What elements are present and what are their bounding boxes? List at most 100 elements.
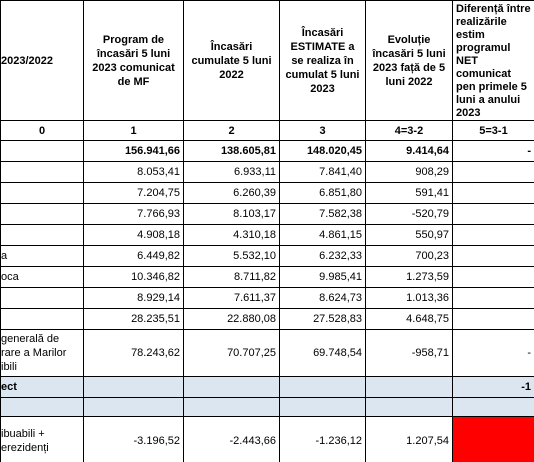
- value-cell: 6.851,80: [279, 182, 366, 204]
- value-cell: 22.880,08: [183, 308, 280, 330]
- value-cell: 4.648,75: [365, 308, 453, 330]
- value-cell: 1.013,36: [365, 287, 453, 309]
- value-cell: 138.605,81: [183, 140, 280, 162]
- table-row: 28.235,51 22.880,08 27.528,83 4.648,75: [0, 308, 534, 330]
- table-row: oca 10.346,82 8.711,82 9.985,41 1.273,59: [0, 266, 534, 288]
- value-cell: 4.861,15: [279, 224, 366, 246]
- value-cell: 7.204,75: [83, 182, 184, 204]
- value-cell: 1.207,54: [365, 416, 453, 462]
- value-cell: 148.020,45: [279, 140, 366, 162]
- value-cell: [452, 308, 534, 330]
- table-row: 8.053,41 6.933,11 7.841,40 908,29: [0, 161, 534, 183]
- value-cell: [452, 245, 534, 267]
- value-cell: 8.624,73: [279, 287, 366, 309]
- value-cell: [83, 376, 184, 398]
- row-label: [0, 224, 84, 246]
- header-cell: Încasări ESTIMATE a se realiza în cumula…: [279, 0, 366, 121]
- value-cell: 78.243,62: [83, 329, 184, 377]
- value-cell: 7.841,40: [279, 161, 366, 183]
- value-cell: 6.232,33: [279, 245, 366, 267]
- row-label: [0, 140, 84, 162]
- value-cell: -2.443,66: [183, 416, 280, 462]
- value-cell: 28.235,51: [83, 308, 184, 330]
- value-cell: 8.053,41: [83, 161, 184, 183]
- value-cell: 27.528,83: [279, 308, 366, 330]
- index-cell: 0: [0, 120, 84, 141]
- value-cell: [452, 397, 534, 417]
- row-label: ect: [0, 376, 84, 398]
- value-cell: [452, 287, 534, 309]
- value-cell: [452, 416, 534, 462]
- header-cell: Evoluție încasări 5 luni 2023 față de 5 …: [365, 0, 453, 121]
- table-row: 7.204,75 6.260,39 6.851,80 591,41: [0, 182, 534, 204]
- value-cell: 4.908,18: [83, 224, 184, 246]
- index-cell: 1: [83, 120, 184, 141]
- value-cell: 69.748,54: [279, 329, 366, 377]
- value-cell: 7.766,93: [83, 203, 184, 225]
- value-cell: [183, 376, 280, 398]
- table-row: [0, 397, 534, 417]
- row-label: generală de rare a Marilor ibili: [0, 329, 84, 377]
- value-cell: [452, 224, 534, 246]
- value-cell: -3.196,52: [83, 416, 184, 462]
- row-label: [0, 287, 84, 309]
- index-cell: 2: [183, 120, 280, 141]
- row-label: [0, 308, 84, 330]
- value-cell: 8.711,82: [183, 266, 280, 288]
- table-row: 7.766,93 8.103,17 7.582,38 -520,79: [0, 203, 534, 225]
- table-row: ect -1: [0, 376, 534, 398]
- value-cell: [279, 376, 366, 398]
- value-cell: [452, 182, 534, 204]
- header-cell: 2023/2022: [0, 0, 84, 121]
- index-cell: 3: [279, 120, 366, 141]
- index-cell: 4=3-2: [365, 120, 453, 141]
- header-cell: Diferență între realizările estim progra…: [452, 0, 534, 121]
- row-label: [0, 203, 84, 225]
- value-cell: 591,41: [365, 182, 453, 204]
- value-cell: [183, 397, 280, 417]
- value-cell: 9.414,64: [365, 140, 453, 162]
- value-cell: 908,29: [365, 161, 453, 183]
- value-cell: -: [452, 140, 534, 162]
- value-cell: 156.941,66: [83, 140, 184, 162]
- value-cell: 5.532,10: [183, 245, 280, 267]
- index-cell: 5=3-1: [452, 120, 534, 141]
- value-cell: 6.933,11: [183, 161, 280, 183]
- value-cell: -1: [452, 376, 534, 398]
- table-row: a 6.449,82 5.532,10 6.232,33 700,23: [0, 245, 534, 267]
- value-cell: 550,97: [365, 224, 453, 246]
- value-cell: [452, 203, 534, 225]
- value-cell: -520,79: [365, 203, 453, 225]
- value-cell: 8.929,14: [83, 287, 184, 309]
- header-row: 2023/2022 Program de încasări 5 luni 2023…: [0, 0, 534, 121]
- row-label: oca: [0, 266, 84, 288]
- header-cell: Încasări cumulate 5 luni 2022: [183, 0, 280, 121]
- table-row: ibuabili + erezidenți -3.196,52 -2.443,66-…: [0, 416, 534, 462]
- value-cell: -958,71: [365, 329, 453, 377]
- row-label: [0, 182, 84, 204]
- value-cell: 9.985,41: [279, 266, 366, 288]
- value-cell: -1.236,12: [279, 416, 366, 462]
- value-cell: 700,23: [365, 245, 453, 267]
- value-cell: 10.346,82: [83, 266, 184, 288]
- index-row: 0 1 2 3 4=3-2 5=3-1: [0, 120, 534, 141]
- value-cell: 8.103,17: [183, 203, 280, 225]
- header-cell: Program de încasări 5 luni 2023 comunica…: [83, 0, 184, 121]
- row-label: ibuabili + erezidenți: [0, 416, 84, 462]
- value-cell: 7.611,37: [183, 287, 280, 309]
- table-row: 156.941,66 138.605,81 148.020,45 9.414,64-: [0, 140, 534, 162]
- value-cell: 70.707,25: [183, 329, 280, 377]
- table-row: generală de rare a Marilor ibili 78.243,6…: [0, 329, 534, 377]
- value-cell: [365, 376, 453, 398]
- value-cell: [83, 397, 184, 417]
- value-cell: 4.310,18: [183, 224, 280, 246]
- value-cell: 6.449,82: [83, 245, 184, 267]
- value-cell: 6.260,39: [183, 182, 280, 204]
- table-row: 8.929,14 7.611,37 8.624,73 1.013,36: [0, 287, 534, 309]
- value-cell: [279, 397, 366, 417]
- value-cell: [365, 397, 453, 417]
- row-label: a: [0, 245, 84, 267]
- value-cell: [452, 266, 534, 288]
